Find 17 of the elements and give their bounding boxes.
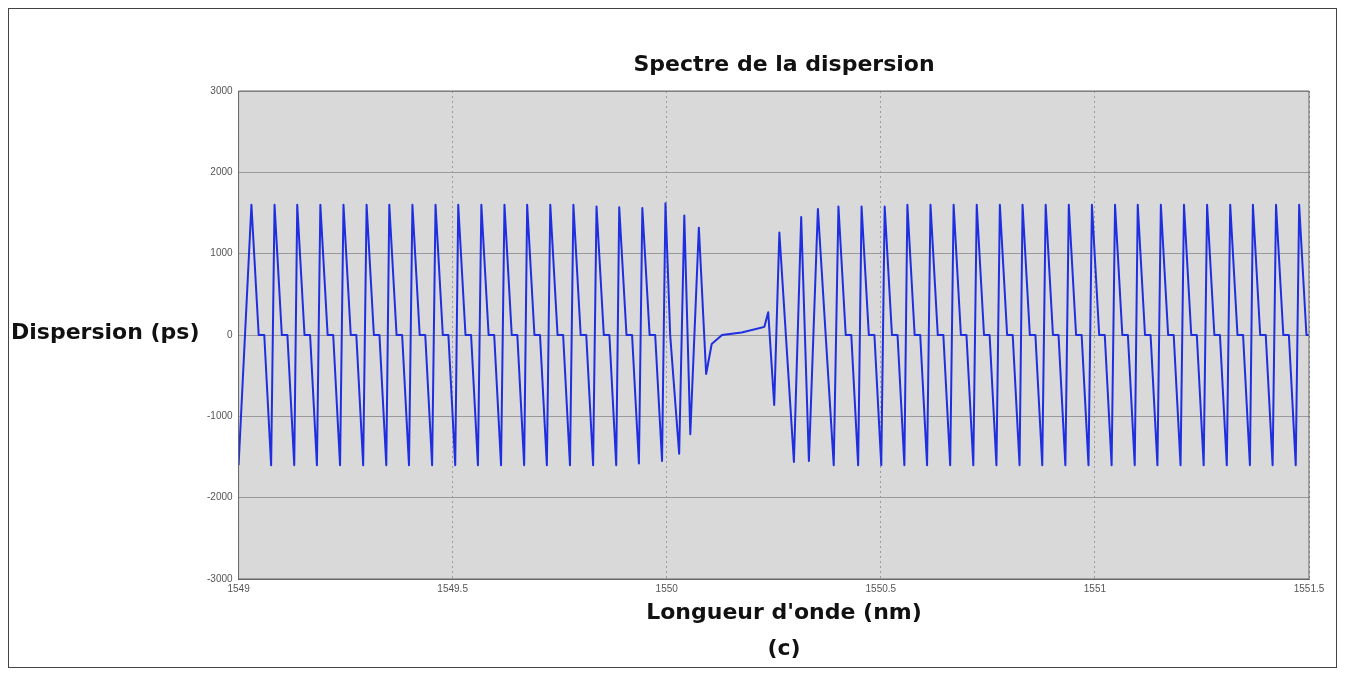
y-axis-title: Dispersion (ps): [11, 319, 200, 344]
chart-title: Spectre de la dispersion: [632, 51, 936, 76]
x-axis-title: Longueur d'onde (nm): [645, 599, 923, 624]
x-tick-label: 1550.5: [865, 582, 897, 594]
x-tick-label: 1551: [1083, 582, 1107, 594]
x-tick-label: 1549.5: [437, 582, 469, 594]
y-tick-label: 1000: [210, 247, 234, 259]
y-tick-label: 3000: [210, 84, 234, 96]
x-tick-label: 1551.5: [1293, 582, 1325, 594]
x-tick-label: 1550: [655, 582, 679, 594]
y-tick-label: -1000: [207, 410, 234, 422]
y-tick-label: 0: [227, 328, 234, 340]
text: (c): [766, 635, 802, 660]
x-tick-label: 1549: [227, 582, 251, 594]
y-tick-label: -2000: [207, 491, 234, 503]
y-tick-label: 2000: [210, 166, 234, 178]
y-tick-label: -3000: [207, 572, 234, 584]
